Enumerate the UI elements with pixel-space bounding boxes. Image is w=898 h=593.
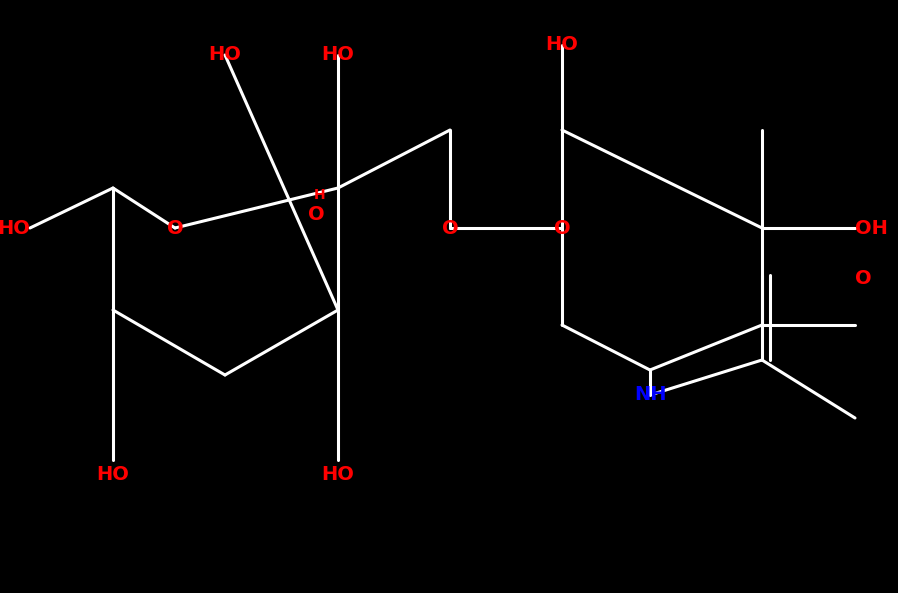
Text: OH: OH xyxy=(855,218,888,238)
Text: NH: NH xyxy=(634,385,666,404)
Text: O: O xyxy=(442,218,458,238)
Text: O: O xyxy=(167,218,183,238)
Text: HO: HO xyxy=(208,46,242,65)
Text: O: O xyxy=(308,206,325,225)
Text: O: O xyxy=(554,218,570,238)
Text: HO: HO xyxy=(546,36,578,55)
Text: HO: HO xyxy=(321,466,355,484)
Text: H: H xyxy=(313,188,325,202)
Text: HO: HO xyxy=(0,218,30,238)
Text: HO: HO xyxy=(321,46,355,65)
Text: HO: HO xyxy=(97,466,129,484)
Text: O: O xyxy=(855,269,872,288)
